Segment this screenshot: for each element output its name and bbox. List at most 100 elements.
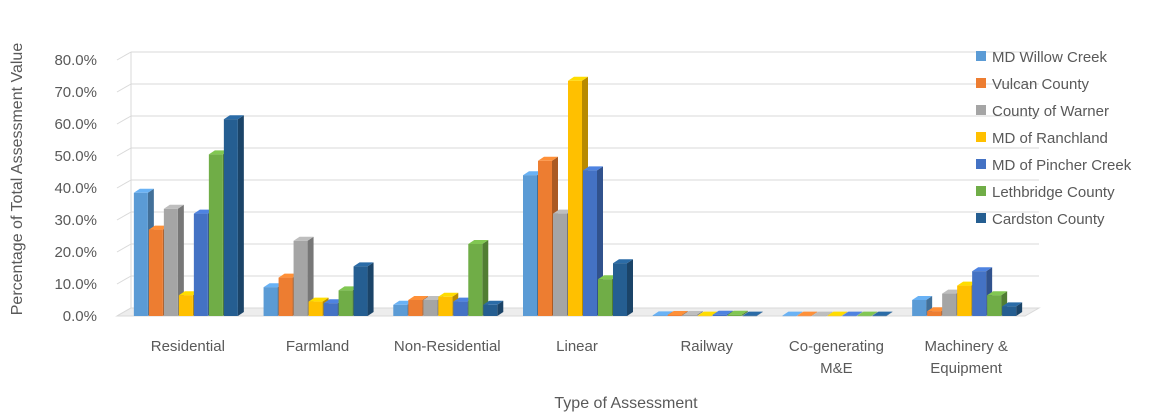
y-tick-label: 20.0% (54, 244, 97, 261)
bar-front (193, 213, 208, 316)
gridline-depth (116, 115, 132, 125)
y-tick-label: 10.0% (54, 276, 97, 293)
bar (912, 296, 933, 316)
bar-front (613, 263, 627, 316)
bar-top (842, 311, 863, 316)
legend-label: County of Warner (992, 103, 1109, 120)
bar-front (712, 314, 727, 316)
bar-front (308, 301, 323, 316)
x-tick-label: Non-Residential (394, 338, 501, 355)
legend-swatch (976, 159, 986, 169)
bar-front (438, 296, 453, 316)
legend-label: Vulcan County (992, 76, 1090, 93)
legend-swatch (976, 213, 986, 223)
y-tick-label: 80.0% (54, 52, 97, 69)
bar-top (797, 311, 818, 316)
bar-front (408, 300, 423, 316)
bar-front (468, 244, 483, 316)
bar-side (482, 240, 489, 316)
bar-side (841, 311, 848, 316)
bar-side (871, 311, 878, 316)
legend-label: Cardston County (992, 211, 1105, 228)
bar-front (538, 160, 552, 316)
bar-top (438, 292, 459, 297)
bar-front (942, 293, 957, 316)
bar (483, 300, 504, 316)
bar-front (872, 315, 887, 317)
gridline-depth (116, 83, 132, 93)
x-tick-label: Residential (151, 338, 225, 355)
bar (353, 262, 374, 316)
bar (782, 311, 803, 317)
legend-item: MD Willow Creek (976, 49, 1108, 66)
bar-top (857, 311, 878, 316)
bar-top (308, 297, 329, 302)
bar-top (872, 311, 893, 316)
bar-top (742, 311, 763, 316)
bar-top (697, 311, 718, 316)
bar-front (782, 315, 797, 317)
bar-front (323, 303, 338, 316)
bar (742, 311, 763, 317)
bar-top (1002, 302, 1023, 307)
bar-top (408, 296, 429, 300)
x-tick-label: M&E (820, 360, 853, 377)
bar-top (568, 76, 588, 81)
legend-label: MD of Pincher Creek (992, 157, 1132, 174)
bar-front (827, 315, 842, 317)
legend-item: Lethbridge County (976, 184, 1115, 201)
y-axis-tick-labels: 0.0% 10.0% 20.0% 30.0% 40.0% 50.0% 60.0% 70.0% 8… (54, 52, 97, 325)
bar-front (697, 315, 712, 317)
bar-top (583, 166, 603, 171)
bar (857, 311, 878, 317)
bar-front (208, 154, 223, 316)
bar-front (667, 315, 682, 316)
bar-front (912, 300, 927, 316)
bar-top (483, 300, 504, 305)
gridline-depth (116, 179, 132, 189)
bar-top (538, 156, 558, 161)
legend-label: MD of Ranchland (992, 130, 1108, 147)
bar-top (812, 311, 833, 316)
bar-top (987, 291, 1008, 296)
bar-front (742, 315, 757, 317)
bar-top (223, 115, 244, 120)
bar-front (583, 170, 597, 316)
bar (223, 115, 244, 316)
bar-top (667, 311, 688, 316)
bar-front (353, 266, 368, 316)
legend-item: Vulcan County (976, 76, 1090, 93)
bar-side (497, 300, 504, 316)
y-tick-label: 50.0% (54, 148, 97, 165)
bar-front (178, 295, 193, 316)
x-axis-title: Type of Assessment (554, 395, 698, 412)
bar-front (842, 315, 857, 317)
bar (438, 292, 459, 316)
bar-side (367, 262, 374, 316)
bar-front (163, 208, 178, 316)
bar-front (727, 314, 742, 316)
gridline-depth (116, 275, 132, 285)
bar-top (133, 188, 154, 193)
y-tick-label: 0.0% (63, 308, 97, 325)
y-tick-label: 30.0% (54, 212, 97, 229)
bar (1002, 302, 1023, 316)
bar-front (553, 213, 567, 316)
legend-swatch (976, 132, 986, 142)
x-tick-label: Farmland (286, 338, 349, 355)
gridline-depth (116, 211, 132, 221)
bar-front (293, 240, 308, 316)
bar-top (613, 259, 633, 264)
x-tick-label: Linear (556, 338, 598, 355)
bar (827, 311, 848, 317)
legend: MD Willow Creek Vulcan County County of Wa… (976, 49, 1132, 228)
bar-side (811, 311, 818, 316)
bar-front (423, 300, 438, 316)
x-tick-label: Equipment (930, 360, 1003, 377)
bar-top (652, 311, 673, 316)
bar-side (1016, 302, 1023, 316)
legend-label: Lethbridge County (992, 184, 1115, 201)
gridline-depth (116, 147, 132, 157)
bar-front (338, 290, 353, 316)
bar-front (797, 315, 812, 317)
